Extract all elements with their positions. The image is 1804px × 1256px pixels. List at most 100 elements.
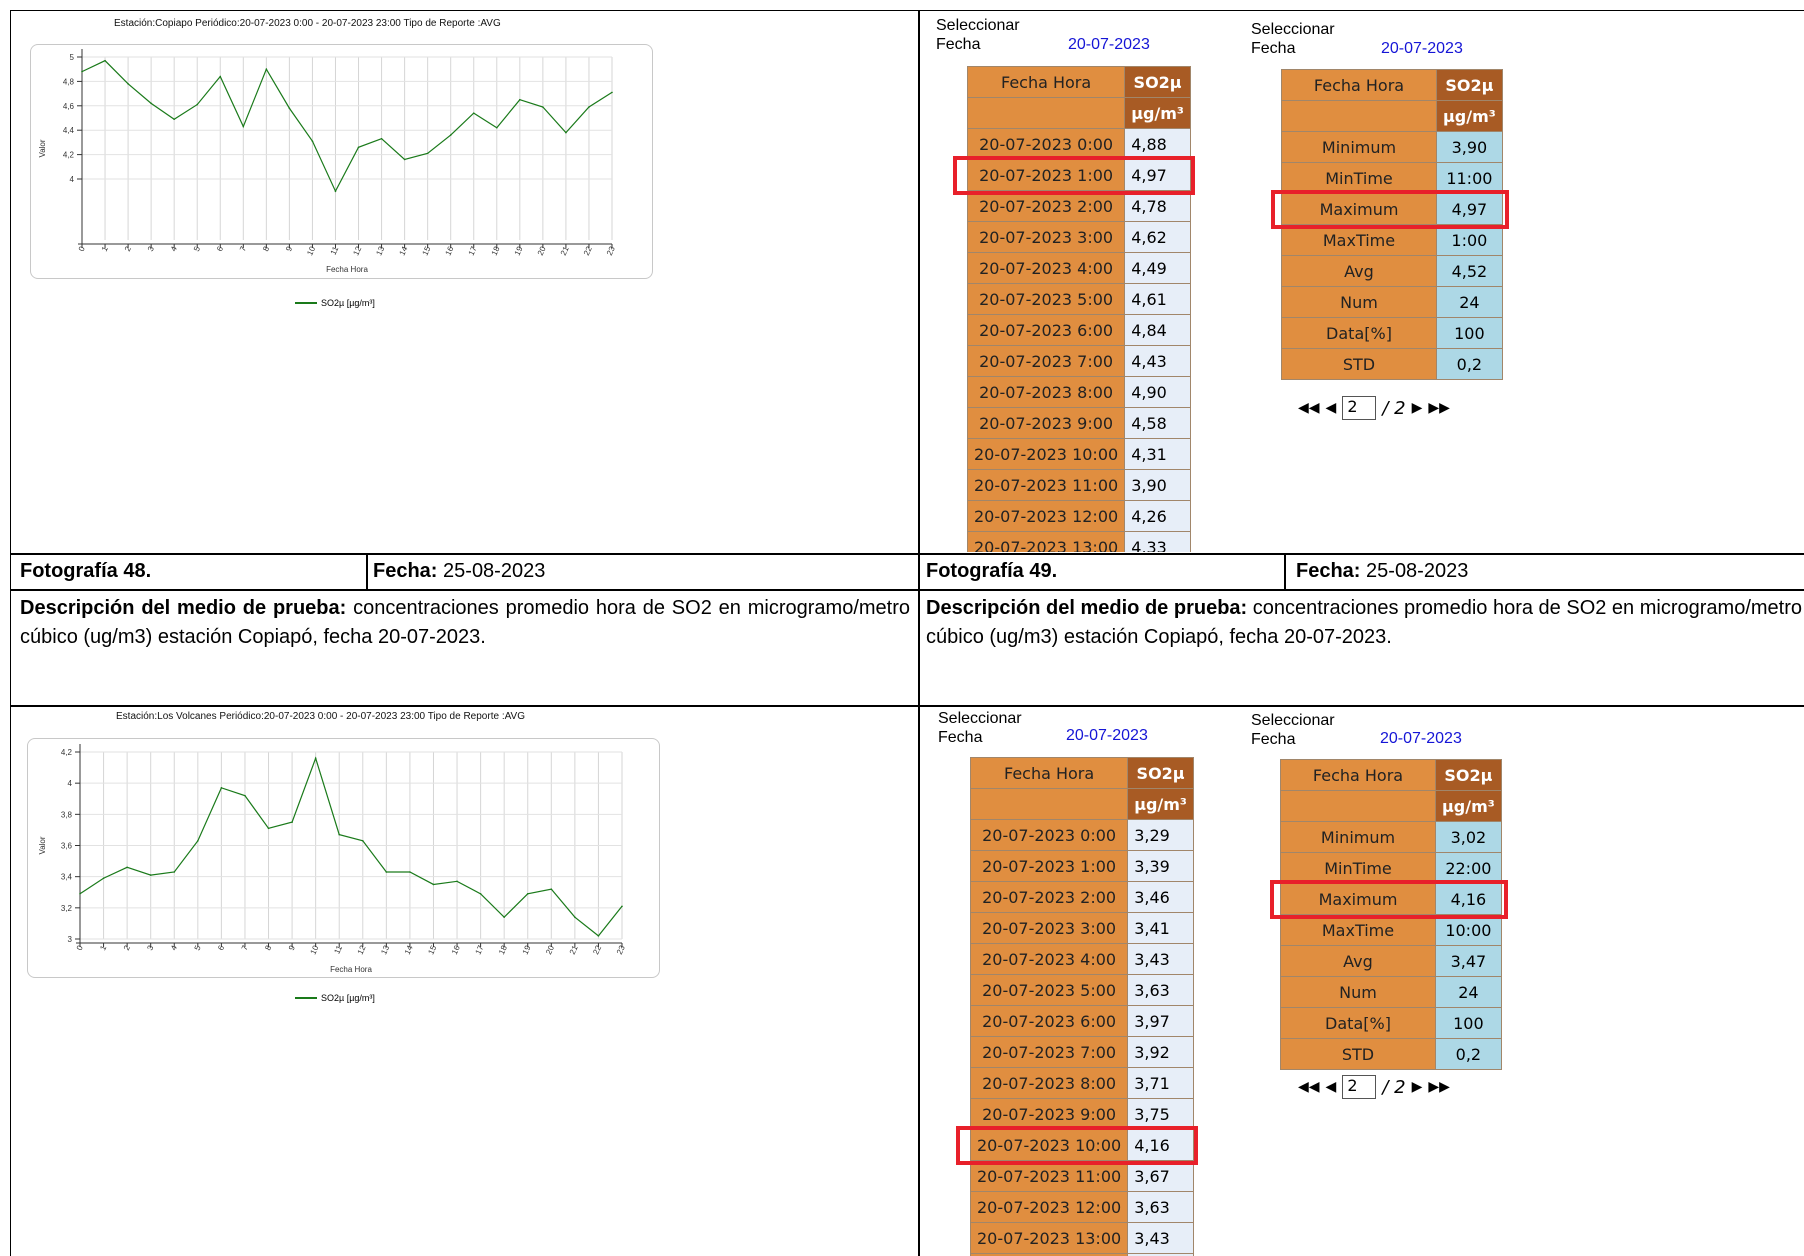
y-tick-label: 4,2	[63, 151, 75, 160]
data-point	[611, 91, 613, 94]
x-tick-label: 2	[122, 944, 132, 952]
page-number-input[interactable]: 2	[1342, 1075, 1377, 1099]
data-point	[314, 757, 317, 760]
stat-row: Avg 4,52	[1281, 255, 1503, 287]
data-point	[288, 107, 291, 110]
y-tick-label: 3,8	[61, 810, 73, 819]
legend-label: SO2µ [µg/m³]	[321, 993, 375, 1003]
x-tick-label: 12	[351, 245, 363, 257]
legend-swatch	[295, 302, 317, 304]
table-row: 20-07-2023 4:00 3,43	[969, 943, 1194, 975]
data-panel-los-volcanes: Seleccionar Fecha 20-07-2023 Fecha Hora SO…	[920, 707, 1804, 1256]
stat-label: MaxTime	[1281, 224, 1437, 256]
cell-value: 3,71	[1127, 1067, 1194, 1099]
stat-value: 3,47	[1435, 945, 1502, 977]
col-header-so2[interactable]: SO2µ	[1436, 69, 1503, 101]
stat-label: Num	[1281, 286, 1437, 318]
col-header-fecha-hora[interactable]: Fecha Hora	[969, 757, 1129, 789]
caption-divider	[366, 553, 368, 590]
data-point	[220, 787, 223, 789]
select-label-line1: Seleccionar	[938, 710, 1022, 727]
cell-value: 3,43	[1127, 943, 1194, 975]
select-label-line2: Fecha	[936, 36, 981, 53]
stat-label: MinTime	[1281, 162, 1437, 194]
data-point	[291, 821, 293, 823]
chart-frame	[27, 738, 660, 978]
cell-value: 4,90	[1124, 376, 1191, 408]
stat-value: 10:00	[1435, 914, 1502, 946]
x-tick-label: 19	[513, 245, 525, 257]
table-row: 20-07-2023 13:00 3,43	[969, 1222, 1194, 1254]
date-label: Fecha:	[1296, 560, 1361, 582]
select-label-line2: Fecha	[1251, 731, 1296, 748]
cell-value: 4,58	[1124, 407, 1191, 439]
selected-date[interactable]: 20-07-2023	[1066, 727, 1148, 744]
table-row: 20-07-2023 11:00 3,67	[969, 1160, 1194, 1192]
stat-row: MinTime 11:00	[1281, 162, 1503, 194]
description-label: Descripción del medio de prueba:	[20, 597, 347, 619]
col-header-so2[interactable]: SO2µ	[1435, 759, 1502, 791]
table-row: 20-07-2023 13:00 4,33	[966, 531, 1191, 552]
x-tick-label: 9	[284, 245, 294, 253]
col-header-fecha-hora[interactable]: Fecha Hora	[1280, 759, 1436, 791]
stat-value: 22:00	[1435, 852, 1502, 884]
next-page-icon[interactable]: ▶	[1411, 1079, 1423, 1095]
cell-value: 4,31	[1124, 438, 1191, 470]
data-point	[265, 68, 268, 70]
cell-fecha-hora: 20-07-2023 11:00	[969, 1160, 1129, 1192]
stat-row: Data[%] 100	[1281, 317, 1503, 349]
stats-selected-date[interactable]: 20-07-2023	[1381, 40, 1463, 57]
col-header-fecha-hora[interactable]: Fecha Hora	[1281, 69, 1437, 101]
first-page-icon[interactable]: ◀◀	[1298, 400, 1320, 416]
data-point	[244, 794, 246, 797]
x-tick-label: 23	[605, 245, 617, 257]
data-point	[196, 103, 199, 106]
data-point	[126, 866, 128, 869]
stats-selected-date[interactable]: 20-07-2023	[1380, 730, 1462, 747]
data-point	[357, 146, 360, 149]
first-page-icon[interactable]: ◀◀	[1298, 1079, 1320, 1095]
date-label: Fecha:	[373, 560, 438, 582]
stat-label: MaxTime	[1280, 914, 1436, 946]
date-value: 25-08-2023	[443, 560, 546, 582]
table-row: 20-07-2023 6:00 3,97	[969, 1005, 1194, 1037]
stat-row: Data[%] 100	[1280, 1007, 1502, 1039]
cell-value: 4,16	[1127, 1129, 1194, 1161]
prev-page-icon[interactable]: ◀	[1325, 1079, 1337, 1095]
description-text: concentraciones promedio hora de SO2 en …	[926, 597, 1802, 648]
data-point	[550, 888, 553, 890]
next-page-icon[interactable]: ▶	[1411, 400, 1423, 416]
x-tick-label: 23	[615, 944, 627, 956]
legend-label: SO2µ [µg/m³]	[321, 298, 375, 308]
data-point	[173, 118, 175, 121]
table-row: 20-07-2023 3:00 3,41	[969, 912, 1194, 944]
select-date-label: Seleccionar Fecha	[938, 709, 1022, 747]
cell-fecha-hora: 20-07-2023 6:00	[966, 314, 1126, 346]
page-number-input[interactable]: 2	[1342, 396, 1377, 420]
x-tick-label: 18	[497, 944, 509, 956]
highlight-box	[1270, 879, 1508, 919]
x-tick-label: 6	[216, 944, 226, 952]
stat-label: Minimum	[1281, 131, 1437, 163]
stat-value: 4,52	[1436, 255, 1503, 287]
x-tick-label: 19	[521, 944, 533, 956]
x-tick-label: 17	[474, 944, 486, 956]
col-header-so2[interactable]: SO2µ	[1124, 66, 1191, 98]
cell-fecha-hora: 20-07-2023 9:00	[966, 407, 1126, 439]
selected-date[interactable]: 20-07-2023	[1068, 36, 1150, 53]
col-header-fecha-hora[interactable]: Fecha Hora	[966, 66, 1126, 98]
data-point	[449, 134, 452, 136]
prev-page-icon[interactable]: ◀	[1325, 400, 1337, 416]
last-page-icon[interactable]: ▶▶	[1428, 400, 1450, 416]
chart-title: Estación:Copiapo Periódico:20-07-2023 0:…	[114, 18, 501, 29]
highlight-box	[1271, 189, 1509, 229]
last-page-icon[interactable]: ▶▶	[1428, 1079, 1450, 1095]
data-point	[242, 125, 245, 128]
table-row: 20-07-2023 12:00 3,63	[969, 1191, 1194, 1223]
row-divider	[10, 705, 1804, 707]
x-tick-label: 14	[403, 944, 415, 956]
series-line	[81, 59, 613, 193]
x-tick-label: 0	[77, 245, 87, 253]
unit-header: µg/m³	[1436, 100, 1503, 132]
col-header-so2[interactable]: SO2µ	[1127, 757, 1194, 789]
